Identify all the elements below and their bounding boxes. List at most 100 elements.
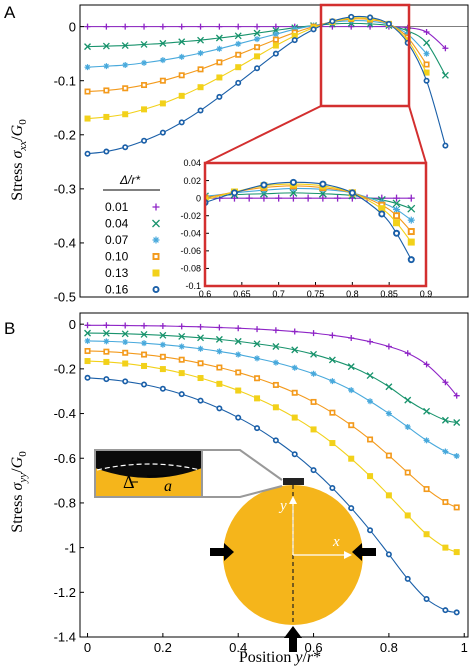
b-frame xyxy=(79,312,469,638)
inset-point-0.04 xyxy=(259,189,268,198)
a-point-0.13 xyxy=(254,53,261,60)
b-point-0.01 xyxy=(235,325,242,332)
b-point-0.10 xyxy=(331,411,334,415)
b-point-0.16 xyxy=(444,608,447,612)
b-point-0.16 xyxy=(161,387,165,391)
b-point-0.01 xyxy=(423,361,430,368)
b-point-0.16 xyxy=(425,597,428,601)
b-point-0.07 xyxy=(423,437,430,444)
b-point-0.10 xyxy=(444,500,447,504)
a-point-0.01 xyxy=(178,23,185,30)
legend-entry-marker xyxy=(152,269,160,277)
a-point-0.10 xyxy=(255,45,259,49)
a-point-0.10 xyxy=(236,53,240,57)
inset-point-0.16 xyxy=(380,212,384,216)
b-point-0.04 xyxy=(272,343,280,350)
b-point-0.01 xyxy=(291,328,298,335)
inset-xtick-label: 0.65 xyxy=(233,289,251,299)
b-point-0.13 xyxy=(103,358,110,365)
b-point-0.16 xyxy=(455,611,459,614)
b-point-0.13 xyxy=(404,512,411,519)
b-point-0.07 xyxy=(348,387,355,394)
legend-entry-marker xyxy=(154,254,158,259)
a-point-0.16 xyxy=(293,38,297,42)
b-point-0.13 xyxy=(216,380,223,387)
a-frame xyxy=(79,4,469,298)
inset-point-0.01 xyxy=(393,194,401,202)
b-point-0.01 xyxy=(442,379,449,386)
a-ytick-label: -0.1 xyxy=(54,73,76,88)
b-point-0.10 xyxy=(161,355,165,359)
inset-point-0.16 xyxy=(321,182,325,186)
legend-entry-label: 0.16 xyxy=(105,283,129,297)
legend-entry-label: 0.04 xyxy=(105,217,129,231)
a-point-0.01 xyxy=(442,45,449,52)
a-point-0.16 xyxy=(123,145,127,149)
a-point-0.07 xyxy=(423,50,430,57)
inset-point-0.16 xyxy=(409,258,413,262)
a-point-0.07 xyxy=(141,59,148,66)
b-point-0.07 xyxy=(329,378,336,385)
b-point-0.13 xyxy=(84,358,91,365)
a-point-0.10 xyxy=(218,60,221,64)
b-point-0.01 xyxy=(216,324,223,331)
b-point-0.07 xyxy=(367,398,374,405)
b-point-0.16 xyxy=(199,399,202,402)
inset-xtick-label: 0.75 xyxy=(307,289,325,299)
b-point-0.16 xyxy=(368,528,372,532)
inset-plot-area xyxy=(205,163,426,286)
b-point-0.04 xyxy=(215,335,223,343)
b-point-0.04 xyxy=(140,330,148,338)
b-point-0.13 xyxy=(367,473,374,480)
inset-point-0.16 xyxy=(394,231,399,235)
a-point-0.16 xyxy=(255,66,259,70)
b-point-0.01 xyxy=(310,330,317,337)
b-point-0.01 xyxy=(141,322,148,329)
x-coord-label: x xyxy=(332,534,340,550)
a-point-0.10 xyxy=(293,31,297,34)
inset-xtick-label: 0.6 xyxy=(199,289,212,299)
a-point-0.13 xyxy=(235,64,242,71)
a-point-0.01 xyxy=(272,23,279,30)
a-point-0.16 xyxy=(425,79,428,83)
b-point-0.07 xyxy=(453,453,460,460)
inset-point-0.01 xyxy=(407,194,415,202)
b-point-0.10 xyxy=(142,353,146,356)
b-ytick-label: -1.2 xyxy=(54,585,76,600)
a-point-0.16 xyxy=(444,144,447,147)
a-point-0.01 xyxy=(159,23,166,30)
legend-entry-label: 0.07 xyxy=(105,233,129,247)
a-point-0.16 xyxy=(274,52,278,56)
b-point-0.04 xyxy=(441,416,449,424)
a-point-0.04 xyxy=(197,36,205,44)
b-point-0.04 xyxy=(453,419,461,426)
inset-ytick-label: -0.1 xyxy=(185,281,201,291)
callout-frame xyxy=(94,449,203,498)
zoom-connector-left xyxy=(204,105,322,164)
b-point-0.13 xyxy=(348,455,355,462)
b-point-0.13 xyxy=(453,549,460,556)
b-point-0.16 xyxy=(349,506,353,510)
inset-frame xyxy=(203,161,428,288)
delta-label: Δ xyxy=(123,472,135,492)
a-label: a xyxy=(164,478,172,495)
a-point-0.04 xyxy=(423,39,431,47)
inset-point-0.01 xyxy=(304,194,312,202)
a-point-0.10 xyxy=(86,90,89,93)
b-point-0.16 xyxy=(274,439,278,442)
a-ytick-label: 0 xyxy=(69,19,76,34)
b-point-0.07 xyxy=(141,340,148,347)
a-point-0.01 xyxy=(122,23,129,30)
b-point-0.10 xyxy=(199,361,202,365)
b-point-0.10 xyxy=(180,358,184,362)
inset-point-0.07 xyxy=(407,216,415,224)
b-point-0.01 xyxy=(122,322,129,329)
a-point-0.16 xyxy=(161,131,165,134)
b-point-0.16 xyxy=(255,426,259,430)
a-point-0.10 xyxy=(123,86,127,90)
a-point-0.16 xyxy=(180,120,184,124)
a-ytick-label: -0.4 xyxy=(54,236,76,251)
a-point-0.13 xyxy=(122,111,129,118)
a-point-0.16 xyxy=(105,150,108,153)
b-point-0.10 xyxy=(387,454,391,457)
